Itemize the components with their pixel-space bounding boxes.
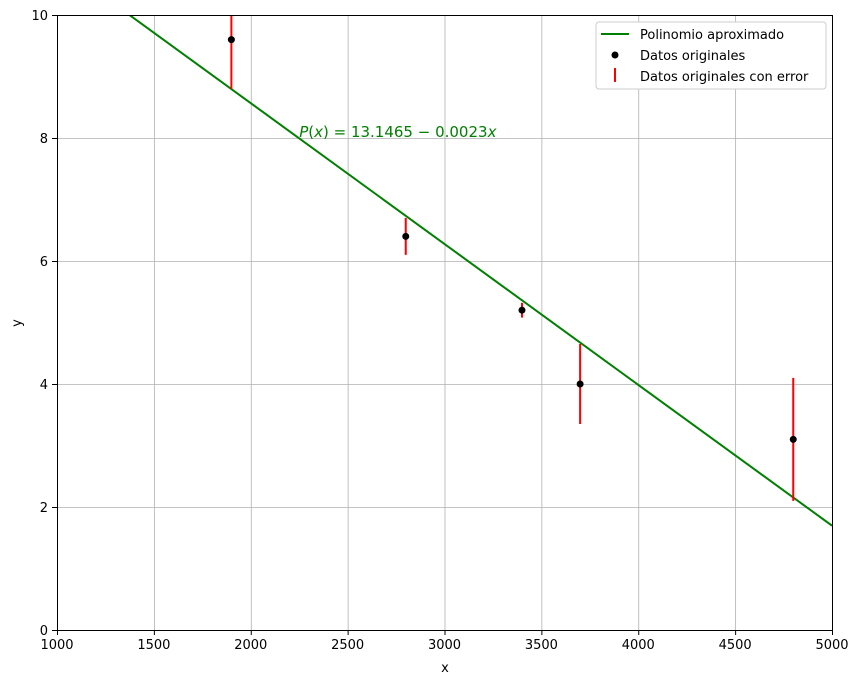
y-tick-label: 8: [40, 132, 48, 147]
data-point: [227, 36, 235, 44]
x-tick-label: 3500: [525, 638, 558, 653]
data-point: [518, 306, 526, 314]
y-tick-label: 10: [31, 9, 48, 24]
y-tick-label: 6: [40, 255, 48, 270]
x-tick-label: 3000: [428, 638, 461, 653]
x-tick-label: 1000: [40, 638, 73, 653]
x-tick-label: 5000: [815, 638, 848, 653]
y-tick-label: 4: [40, 378, 48, 393]
fit-equation-annotation: P(x) = 13.1465 − 0.0023x: [299, 123, 496, 141]
legend-fit-line-label: Polinomio aproximado: [640, 28, 784, 43]
y-tick-label: 2: [40, 501, 48, 516]
axis-ticks: 1000 1500 2000 2500 3000 3500 4000 4500 5000 0 2 4 6…: [31, 9, 848, 653]
data-point: [576, 380, 584, 388]
legend-points-label: Datos originales: [640, 49, 746, 64]
x-axis-label: x: [441, 661, 449, 676]
plot-area: [127, 15, 832, 527]
legend-points-swatch: [611, 51, 619, 59]
plot-frame: [57, 15, 833, 631]
y-tick-label: 0: [40, 624, 48, 639]
data-point: [789, 435, 797, 443]
fit-line: [127, 15, 832, 527]
y-axis-label: y: [10, 319, 25, 327]
x-tick-label: 4500: [719, 638, 752, 653]
grid: [57, 15, 833, 631]
data-point: [402, 232, 410, 240]
legend-box: [595, 21, 827, 90]
x-tick-label: 1500: [137, 638, 170, 653]
x-tick-label: 4000: [622, 638, 655, 653]
legend-error-label: Datos originales con error: [640, 70, 809, 85]
x-tick-label: 2000: [234, 638, 267, 653]
x-tick-label: 2500: [331, 638, 364, 653]
legend: Polinomio aproximado Datos originales Da…: [595, 21, 827, 90]
